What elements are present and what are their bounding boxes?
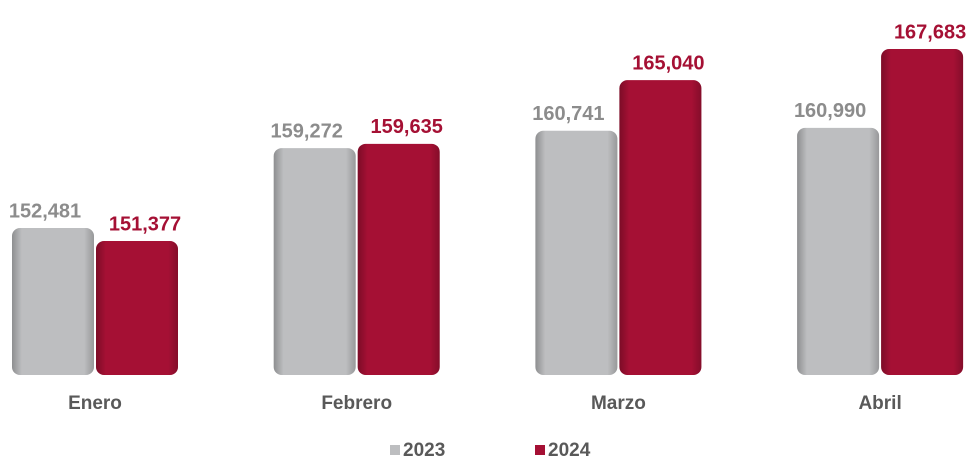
x-tick-label: Abril xyxy=(858,393,901,414)
data-label: 159,635 xyxy=(371,116,443,138)
bar xyxy=(797,127,880,375)
x-tick-label: Marzo xyxy=(591,393,646,414)
data-label: 160,990 xyxy=(794,100,866,122)
legend-swatch xyxy=(390,445,400,455)
bar xyxy=(273,148,356,375)
data-label: 165,040 xyxy=(632,52,704,74)
x-tick-label: Febrero xyxy=(321,393,392,414)
legend-label: 2023 xyxy=(403,440,445,458)
data-label: 151,377 xyxy=(109,213,181,235)
data-label: 160,741 xyxy=(532,103,604,125)
bar xyxy=(619,80,702,375)
bar xyxy=(12,228,94,375)
data-label: 152,481 xyxy=(9,200,81,222)
bar xyxy=(357,143,440,375)
legend-label: 2024 xyxy=(548,440,591,458)
legend-swatch xyxy=(535,445,545,455)
x-tick-label: Enero xyxy=(68,393,122,414)
bar xyxy=(881,49,964,376)
data-label: 167,683 xyxy=(894,21,966,43)
bar xyxy=(535,130,618,375)
data-label: 159,272 xyxy=(271,120,343,142)
bar xyxy=(96,241,178,375)
